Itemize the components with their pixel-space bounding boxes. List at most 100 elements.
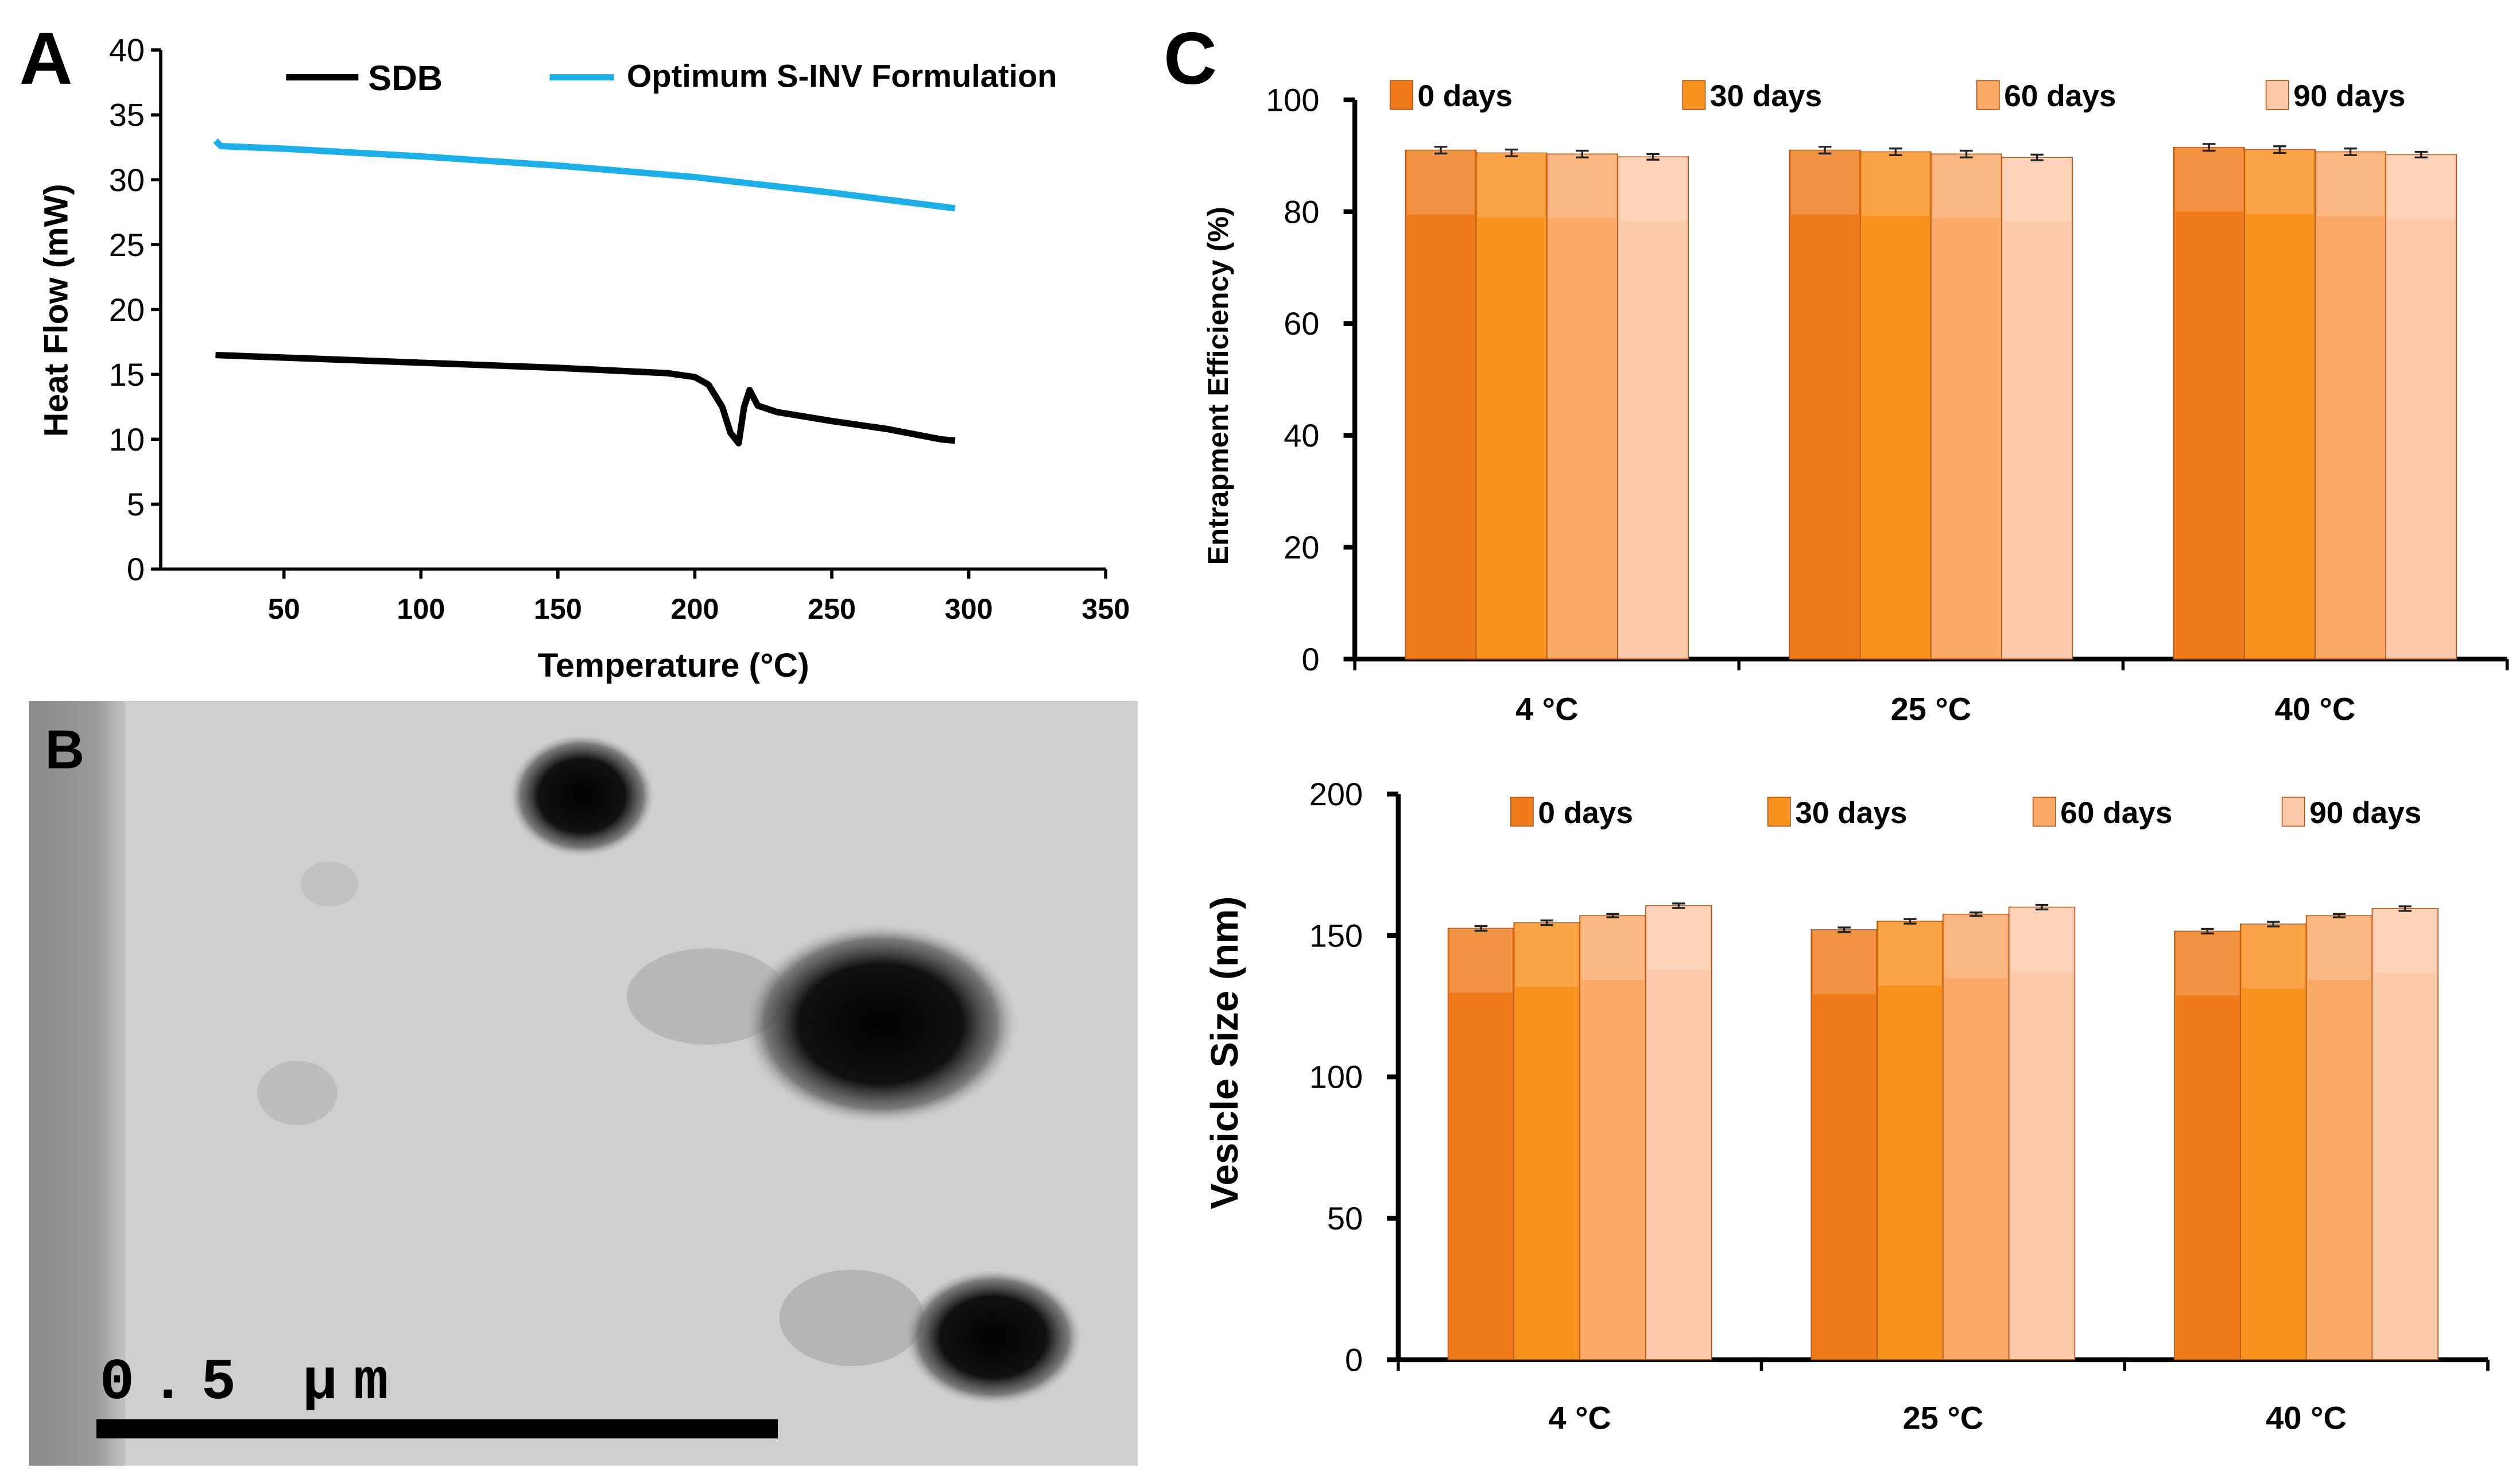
- bar-highlight: [2003, 157, 2071, 222]
- error-bar: [2201, 928, 2214, 934]
- panel-label-c: C: [1164, 17, 1217, 100]
- legend-swatch: [1976, 80, 2000, 110]
- bar-60-days: [1943, 913, 2010, 1360]
- bar-highlight: [2242, 924, 2305, 989]
- error-bar: [2332, 913, 2346, 918]
- legend: SDB Optimum S-INV Formulation: [286, 58, 1057, 98]
- vesicle: [509, 734, 654, 857]
- y-tick-label: 200: [1309, 776, 1363, 812]
- bar-0-days: [2173, 146, 2245, 660]
- bar-30-days: [1859, 151, 1932, 660]
- bar-highlight: [2308, 915, 2371, 980]
- legend-label: 0 days: [1417, 79, 1513, 113]
- y-tick-label: 80: [1284, 193, 1319, 230]
- x-tick-label: 350: [1081, 592, 1130, 625]
- legend-label-s-inv: Optimum S-INV Formulation: [627, 58, 1057, 94]
- scale-bar-label: 0.5 µm: [100, 1351, 405, 1416]
- error-bar: [1606, 913, 1619, 918]
- error-bar: [1889, 147, 1902, 157]
- bar-90-days: [2001, 157, 2073, 660]
- panel-label-b: B: [45, 720, 84, 781]
- x-axis-label: Temperature (°C): [538, 647, 809, 684]
- bar-90-days: [1617, 156, 1689, 660]
- y-tick-label: 100: [1266, 82, 1319, 118]
- bar-0-days: [1789, 149, 1861, 660]
- bar-0-days: [1810, 929, 1878, 1360]
- error-bar: [1540, 919, 1553, 926]
- y-axis-label: Heat Flow (mW): [38, 184, 75, 437]
- legend-label: 60 days: [2004, 79, 2116, 113]
- error-bar: [2414, 150, 2428, 158]
- error-bar: [1837, 926, 1851, 933]
- x-tick-label: 150: [534, 592, 582, 625]
- error-bar: [1646, 153, 1660, 161]
- bar-highlight: [1515, 922, 1579, 987]
- bar-0-days: [1447, 928, 1515, 1360]
- bar-30-days: [1877, 921, 1944, 1360]
- error-bar: [1970, 911, 1983, 917]
- legend-label: 90 days: [2309, 796, 2421, 830]
- y-tick-label: 30: [109, 162, 145, 198]
- bar-highlight: [1449, 928, 1513, 993]
- bar-highlight: [1932, 154, 2001, 219]
- x-tick-label: 200: [670, 592, 719, 625]
- error-bar: [2035, 903, 2049, 911]
- category-label: 25 °C: [1903, 1399, 1984, 1436]
- legend-swatch: [1510, 797, 1534, 827]
- y-tick-label: 15: [109, 356, 145, 393]
- bar-highlight: [1619, 157, 1687, 222]
- error-bar: [2030, 153, 2044, 161]
- y-tick-label: 25: [109, 227, 145, 263]
- error-bar: [1903, 918, 1917, 925]
- bar-highlight: [1478, 153, 1545, 218]
- x-tick-label: 100: [397, 592, 445, 625]
- vesicle: [744, 924, 1018, 1124]
- bar-60-days: [1579, 915, 1646, 1360]
- bar-highlight: [1862, 152, 1930, 216]
- bar-highlight: [2246, 149, 2314, 214]
- y-tick-label: 20: [109, 292, 145, 328]
- bar-highlight: [1791, 150, 1859, 215]
- bar-highlight: [2387, 154, 2455, 219]
- entrapment-efficiency-chart: 0 20 40 60 80 100 Entrapment Efficiency (%) 4 °…: [1201, 79, 2509, 727]
- legend-label: 30 days: [1710, 79, 1822, 113]
- y-tick-label: 0: [1301, 641, 1319, 677]
- bar-60-days: [1546, 153, 1618, 660]
- legend-label: 0 days: [1538, 796, 1633, 830]
- bar-highlight: [2175, 147, 2243, 212]
- bar-30-days: [1475, 152, 1548, 660]
- scale-bar: [96, 1419, 778, 1439]
- bar-highlight: [2176, 931, 2239, 996]
- vesicle-size-chart: 0 50 100 150 200 Vesicle Size (nm) 4 °C 25 °C 40…: [1203, 776, 2490, 1436]
- y-tick-label: 10: [109, 421, 145, 457]
- error-bar: [2273, 145, 2286, 154]
- error-bar: [1576, 149, 1589, 158]
- category-label: 40 °C: [2275, 691, 2356, 727]
- bar-highlight: [1647, 906, 1710, 971]
- y-tick-label: 60: [1284, 305, 1319, 342]
- dsc-thermogram-chart: Temperature (°C) Heat Flow (mW) SDB Opti…: [38, 32, 1130, 684]
- bar-highlight: [1944, 914, 2007, 979]
- bar-60-days: [2314, 151, 2387, 660]
- error-bar: [1474, 925, 1488, 932]
- y-axis-label: Vesicle Size (nm): [1203, 897, 1246, 1209]
- category-label: 4 °C: [1515, 691, 1579, 727]
- bar-90-days: [2385, 154, 2457, 660]
- series-line-sdb: [215, 351, 956, 447]
- bar-highlight: [1407, 150, 1475, 215]
- y-tick-label: 0: [1345, 1342, 1363, 1378]
- error-bar: [1818, 146, 1832, 155]
- bar-60-days: [2305, 915, 2373, 1360]
- y-tick-label: 0: [127, 551, 145, 587]
- bar-90-days: [2008, 906, 2076, 1360]
- legend-label: 30 days: [1795, 796, 1907, 830]
- x-tick-label: 300: [945, 592, 993, 625]
- y-tick-label: 50: [1327, 1200, 1363, 1236]
- legend-swatch: [1389, 80, 1413, 110]
- panel-label-a: A: [20, 17, 73, 100]
- error-bar: [2398, 905, 2412, 912]
- category-label: 40 °C: [2266, 1399, 2347, 1436]
- error-bar: [2344, 147, 2357, 157]
- legend-label: 90 days: [2293, 79, 2405, 113]
- bar-highlight: [2316, 152, 2385, 216]
